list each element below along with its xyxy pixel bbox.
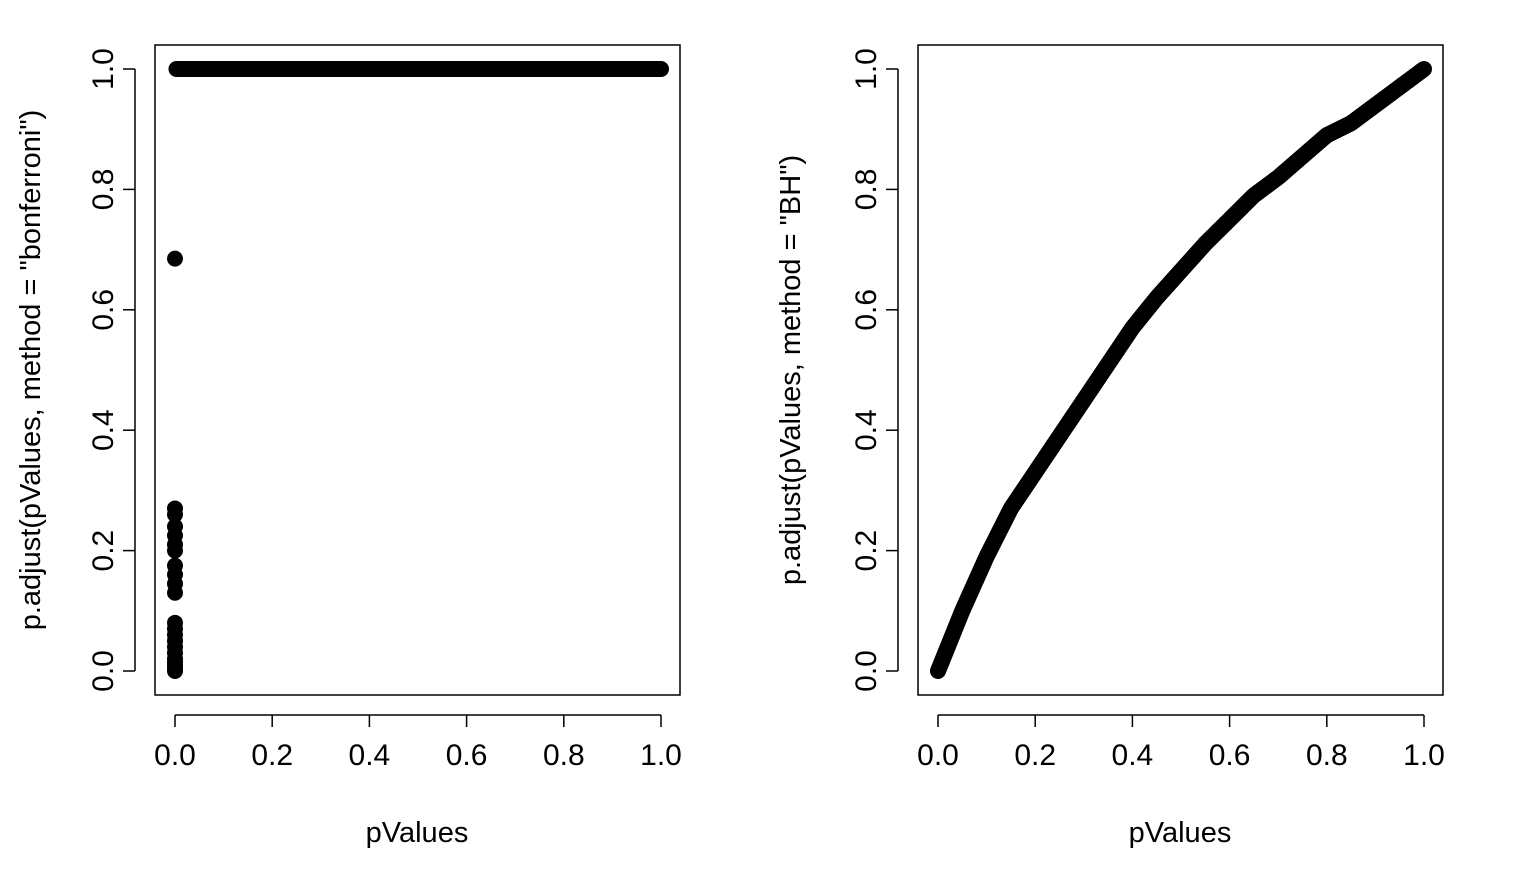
bh-x-tick-label: 0.8 [1306,739,1348,772]
bonferroni-y-tick-label: 1.0 [87,48,120,90]
bonferroni-x-tick-label: 0.8 [543,739,585,772]
bh-x-axis-label: pValues [1129,817,1232,849]
bh-y-axis-label: p.adjust(pValues, method = "BH") [775,155,807,585]
bh-points [930,61,1432,679]
data-point [653,61,669,77]
bonferroni-panel: 0.0 0.2 0.4 0.6 0.8 1.0 0.0 0.2 0.4 0.6 0.8 1.0 pV… [15,44,682,849]
bh-y-tick-label: 0.2 [850,530,883,572]
bonferroni-x-tick-label: 0.0 [154,739,196,772]
bonferroni-x-tick-label: 0.4 [349,739,391,772]
bh-panel: 0.0 0.2 0.4 0.6 0.8 1.0 0.0 0.2 0.4 0.6 0.8 1.0 pV… [775,44,1445,849]
data-point [1416,61,1432,77]
data-point [167,557,183,574]
bonferroni-points [167,61,669,679]
bonferroni-y-axis: 0.0 0.2 0.4 0.6 0.8 1.0 [87,48,136,692]
data-point [167,614,183,631]
bh-x-tick-label: 0.0 [917,739,959,772]
bonferroni-x-tick-label: 1.0 [640,739,682,772]
bh-y-tick-label: 0.0 [850,650,883,692]
bonferroni-y-tick-label: 0.2 [87,530,120,572]
data-point [167,500,183,517]
bonferroni-x-tick-label: 0.6 [446,739,488,772]
bh-y-tick-label: 0.4 [850,409,883,451]
bonferroni-y-tick-label: 0.6 [87,289,120,331]
bh-y-tick-label: 0.8 [850,169,883,211]
data-point [167,250,183,267]
bh-x-tick-label: 0.6 [1209,739,1251,772]
bh-x-tick-label: 0.2 [1014,739,1056,772]
bonferroni-y-tick-label: 0.8 [87,169,120,211]
bonferroni-x-axis-label: pValues [366,817,469,849]
bh-plot-frame [917,44,1444,696]
bonferroni-x-tick-label: 0.2 [251,739,293,772]
bonferroni-y-tick-label: 0.4 [87,409,120,451]
bonferroni-y-axis-label: p.adjust(pValues, method = "bonferroni") [15,110,47,631]
bonferroni-y-tick-label: 0.0 [87,650,120,692]
bh-y-axis: 0.0 0.2 0.4 0.6 0.8 1.0 [850,48,899,692]
bh-y-tick-label: 1.0 [850,48,883,90]
bh-y-tick-label: 0.6 [850,289,883,331]
bonferroni-x-axis: 0.0 0.2 0.4 0.6 0.8 1.0 [154,714,682,772]
bh-x-tick-label: 1.0 [1403,739,1445,772]
bh-x-axis: 0.0 0.2 0.4 0.6 0.8 1.0 [917,714,1445,772]
bonferroni-plot-frame [154,44,681,696]
data-point [167,518,183,535]
bh-x-tick-label: 0.4 [1112,739,1154,772]
